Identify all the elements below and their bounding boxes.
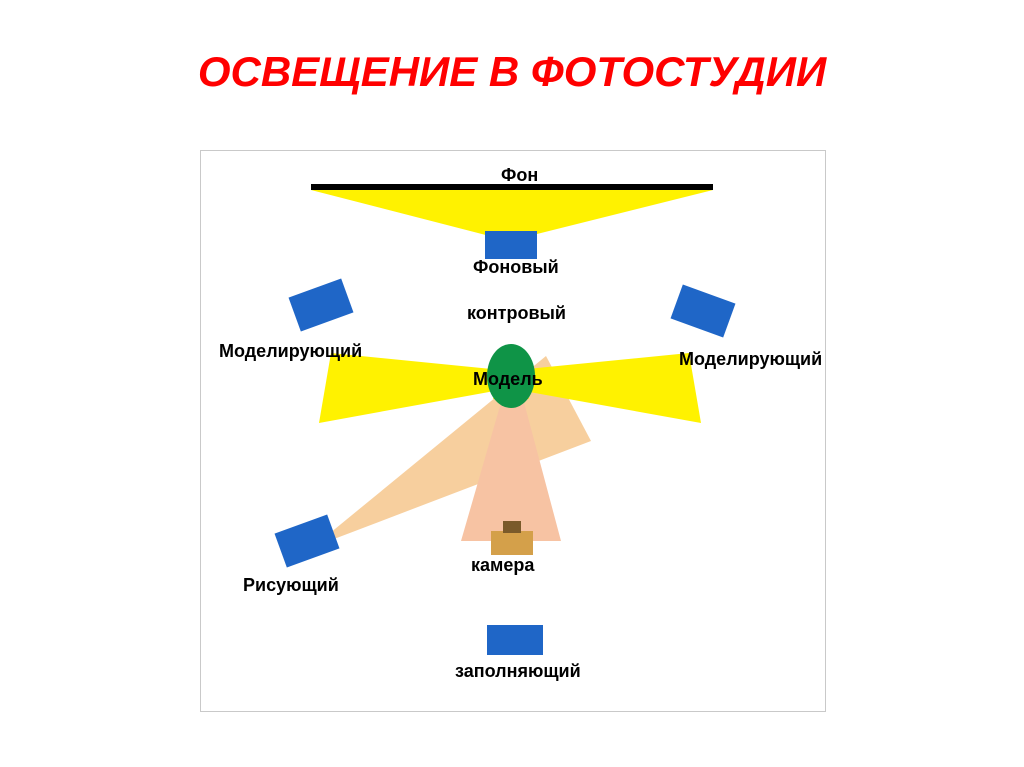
- label-background-light: Фоновый: [473, 257, 559, 278]
- label-model: Модель: [473, 369, 543, 390]
- diagram-svg: [201, 151, 825, 711]
- label-backdrop: Фон: [501, 165, 538, 186]
- label-modeling-left: Моделирующий: [219, 341, 362, 362]
- label-backlight: контровый: [467, 303, 566, 324]
- label-modeling-right: Моделирующий: [679, 349, 822, 370]
- page-title: ОСВЕЩЕНИЕ В ФОТОСТУДИИ: [0, 48, 1024, 96]
- label-key-light: Рисующий: [243, 575, 339, 596]
- label-camera: камера: [471, 555, 534, 576]
- label-fill-light: заполняющий: [455, 661, 581, 682]
- lighting-diagram: Фон Фоновый контровый Моделирующий Модел…: [200, 150, 826, 712]
